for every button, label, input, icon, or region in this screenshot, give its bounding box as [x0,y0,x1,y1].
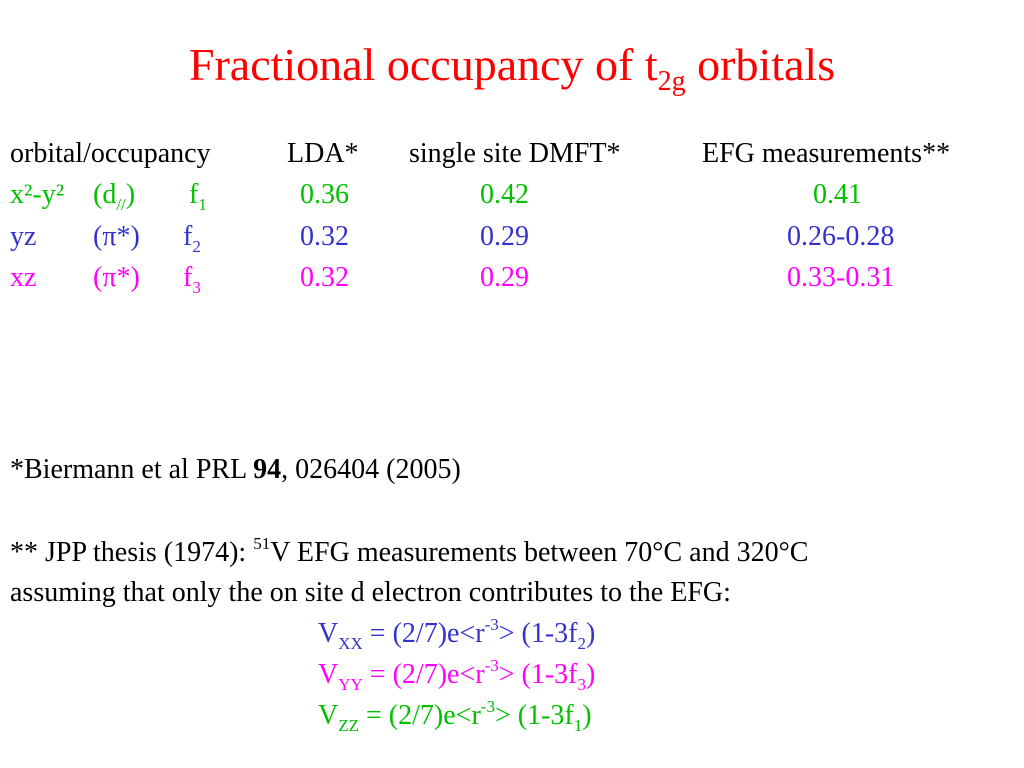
row-dmft-2: 0.29 [480,221,529,252]
row-f-3: f3 [183,262,201,297]
row-lda-3: 0.32 [300,262,349,293]
row-orbital-1: x²-y² [10,179,65,210]
header-orbital: orbital/occupancy [10,138,211,169]
slide-title: Fractional occupancy of t2g orbitals [188,39,836,97]
reference-biermann: *Biermann et al PRL 94, 026404 (2005) [10,454,461,485]
row-type-1: (d//) [93,179,136,214]
row-dmft-3: 0.29 [480,262,529,293]
equation-vzz: VZZ = (2/7)e<r-3> (1-3f1) [318,697,592,735]
reference-jpp: ** JPP thesis (1974): 51V EFG measuremen… [10,534,809,568]
row-orbital-3: xz [10,262,37,293]
row-type-3: (π*) [93,262,140,293]
reference-jpp-line2: assuming that only the on site d electro… [10,577,731,608]
row-lda-1: 0.36 [300,179,349,210]
row-lda-2: 0.32 [300,221,349,252]
row-f-1: f1 [189,179,207,214]
row-efg-3: 0.33-0.31 [787,262,895,293]
row-f-2: f2 [183,221,201,256]
header-efg: EFG measurements** [702,138,951,169]
header-dmft: single site DMFT* [409,138,621,169]
row-efg-2: 0.26-0.28 [787,221,895,252]
row-dmft-1: 0.42 [480,179,529,210]
equation-vxx: VXX = (2/7)e<r-3> (1-3f2) [318,615,596,653]
row-type-2: (π*) [93,221,140,252]
row-orbital-2: yz [10,221,37,252]
row-efg-1: 0.41 [813,179,862,210]
header-lda: LDA* [287,138,359,169]
equation-vyy: VYY = (2/7)e<r-3> (1-3f3) [318,656,596,694]
